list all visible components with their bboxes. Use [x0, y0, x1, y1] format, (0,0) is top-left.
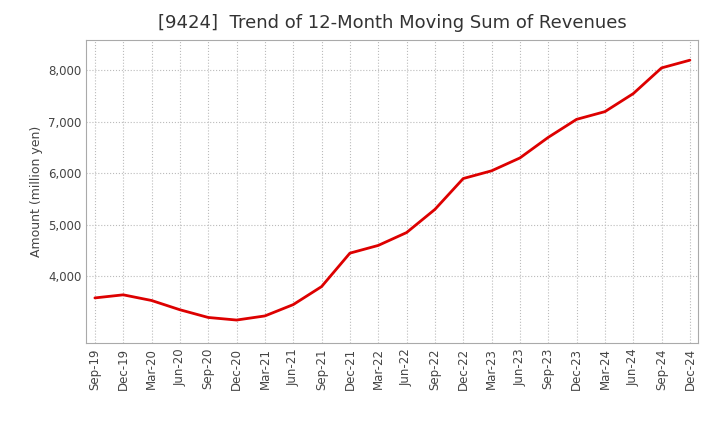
Title: [9424]  Trend of 12-Month Moving Sum of Revenues: [9424] Trend of 12-Month Moving Sum of R… — [158, 15, 627, 33]
Y-axis label: Amount (million yen): Amount (million yen) — [30, 126, 42, 257]
